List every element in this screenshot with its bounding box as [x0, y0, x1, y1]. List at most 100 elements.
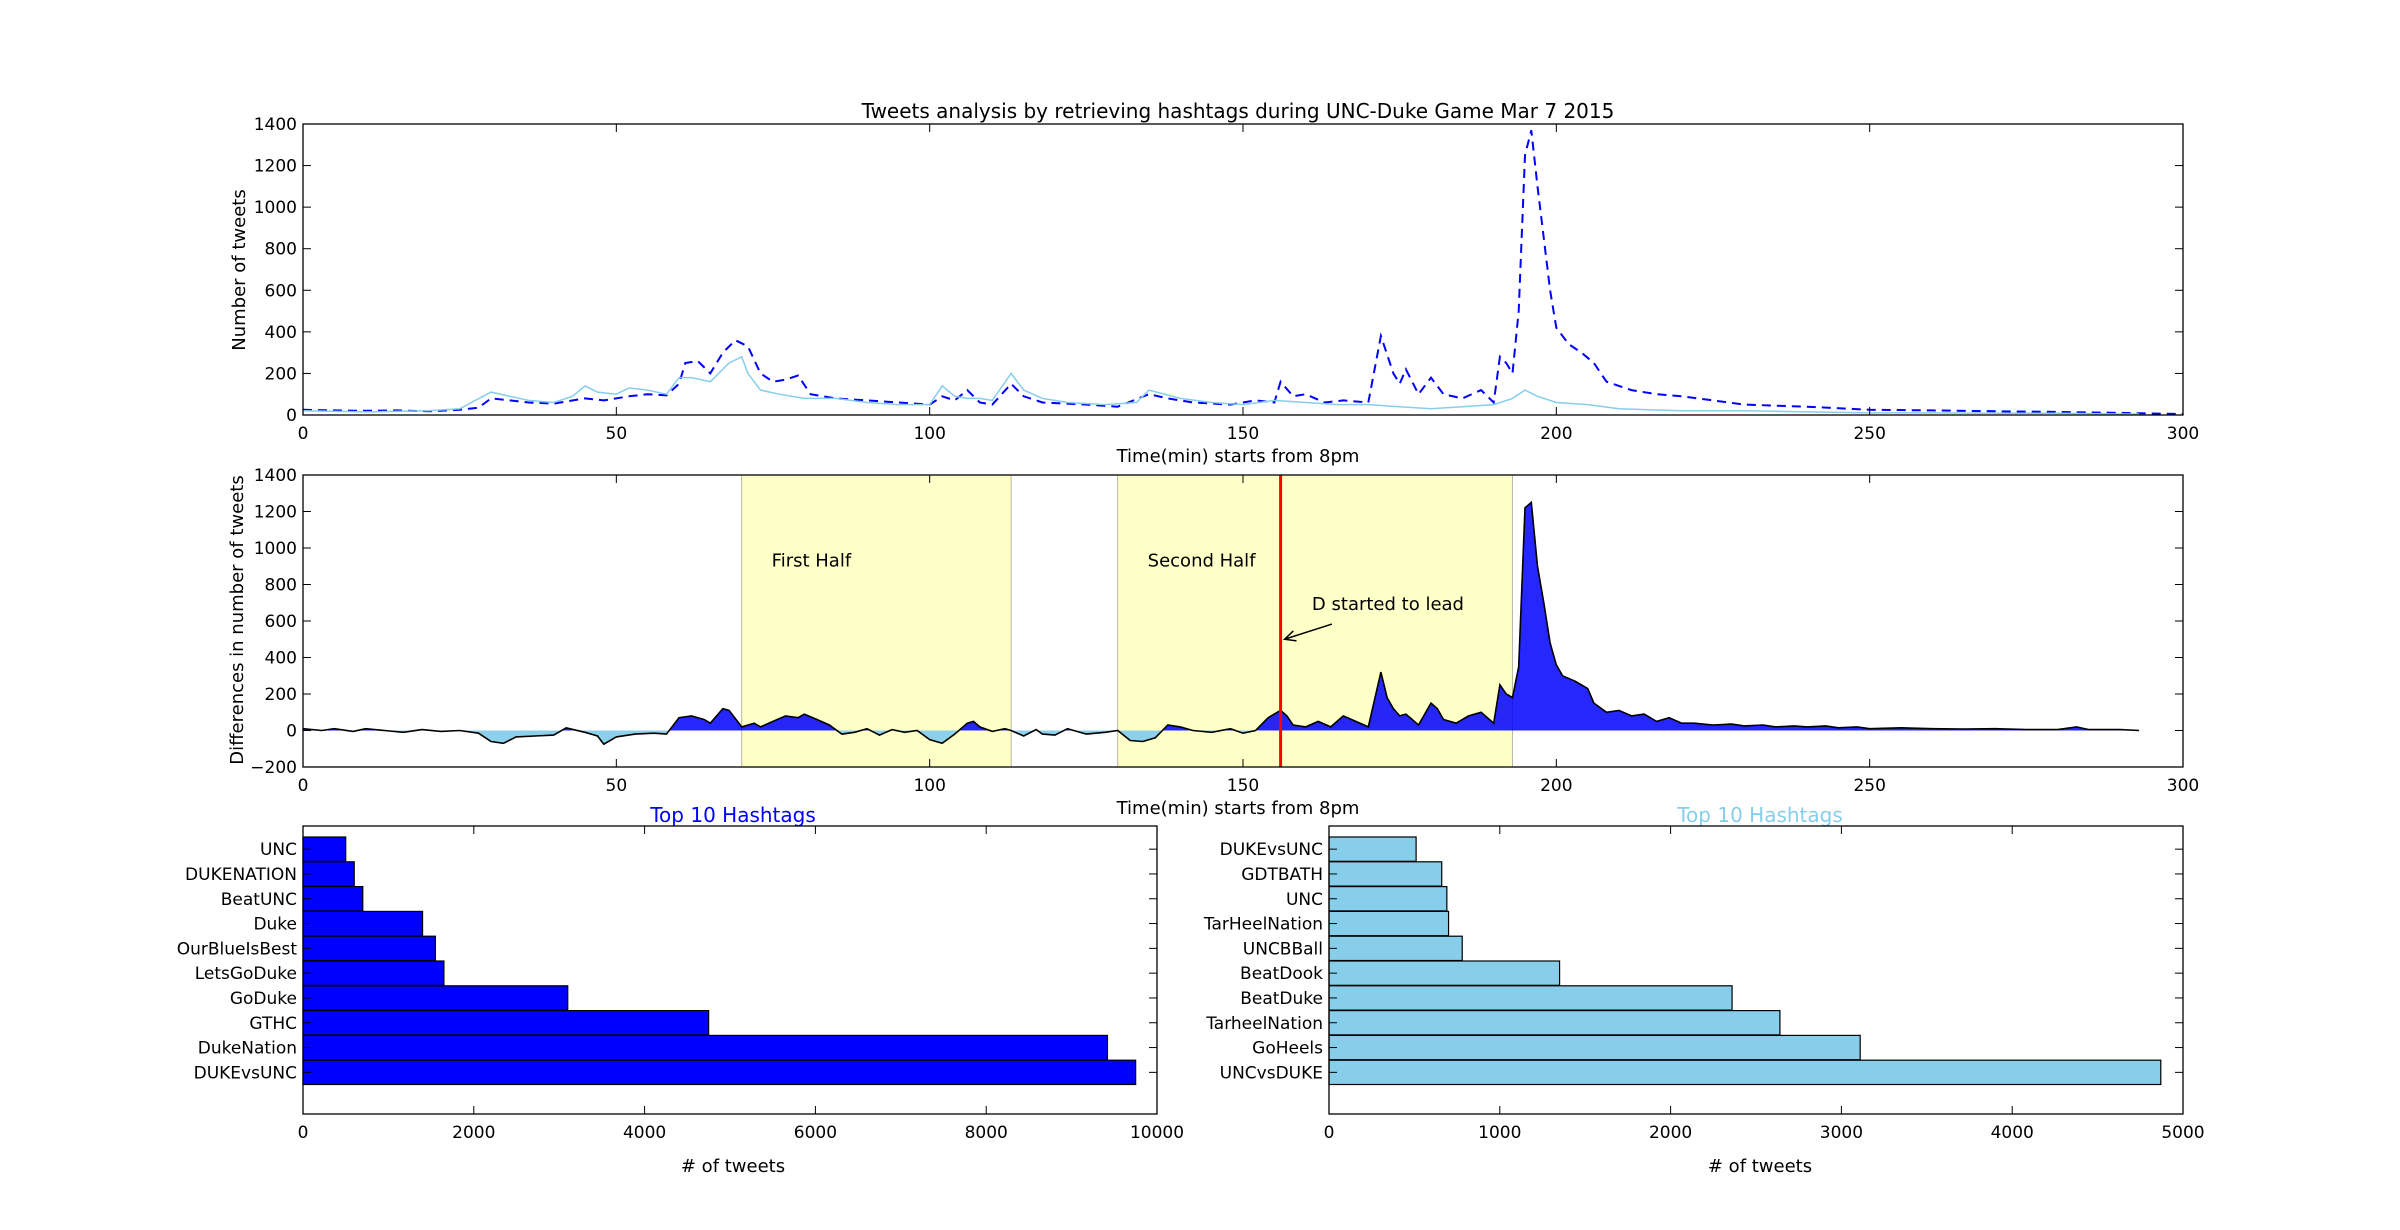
left-bar-xtick-label: 6000	[794, 1123, 837, 1143]
right-bar-category-label: UNCvsDUKE	[1220, 1063, 1323, 1083]
top-chart-xtick-label: 0	[298, 424, 309, 444]
diff-negative-area	[303, 730, 2140, 745]
diff-chart-ytick-label: 600	[265, 612, 297, 632]
left-bar-category-label: DUKENATION	[185, 865, 297, 885]
half-label-2: Second Half	[1148, 550, 1257, 571]
right-bar-category-label: GoHeels	[1252, 1039, 1323, 1059]
left-bar-bar	[302, 885, 364, 912]
lead-annotation-arrow	[1284, 623, 1333, 640]
left-bar-bar	[302, 935, 436, 962]
top-chart-ytick-label: 1000	[254, 198, 297, 218]
top-chart-ytick-label: 1200	[254, 157, 297, 177]
right-bar-bar	[1328, 1059, 2162, 1086]
diff-chart-ytick-label: −200	[250, 758, 297, 778]
right-bar-xlabel: # of tweets	[1708, 1156, 1812, 1177]
right-bar-bar	[1328, 885, 1448, 912]
left-bar-xtick-label: 2000	[452, 1123, 495, 1143]
left-bar-category-label: Duke	[253, 915, 297, 935]
left-bar-title: Top 10 Hashtags	[649, 803, 816, 827]
left-bar-bar	[302, 1009, 710, 1036]
diff-chart-xtick-label: 0	[298, 776, 309, 796]
left-bar-category-label: DukeNation	[198, 1039, 297, 1059]
right-bar-category-label: GDTBATH	[1241, 865, 1323, 885]
diff-chart-ytick-label: 1200	[254, 503, 297, 523]
top-chart-ytick-label: 800	[265, 240, 297, 260]
top-chart-xtick-label: 200	[1540, 424, 1572, 444]
right-bar-title: Top 10 Hashtags	[1676, 803, 1843, 827]
top-chart-ytick-label: 400	[265, 323, 297, 343]
diff-chart-ytick-label: 800	[265, 576, 297, 596]
right-bar-category-label: DUKEvsUNC	[1220, 840, 1323, 860]
diff-chart-xtick-label: 100	[913, 776, 945, 796]
right-bar-xtick-label: 1000	[1478, 1123, 1521, 1143]
half-label-1: First Half	[772, 550, 852, 571]
tweets-series-line-2	[302, 355, 2140, 415]
top-chart-ytick-label: 0	[286, 406, 297, 426]
top-chart-xtick-label: 250	[1853, 424, 1885, 444]
left-bar-xtick-label: 10000	[1130, 1123, 1184, 1143]
right-bar-xtick-label: 2000	[1649, 1123, 1692, 1143]
top-chart-xtick-label: 50	[606, 424, 628, 444]
diff-chart-xlabel: Time(min) starts from 8pm	[1116, 798, 1360, 819]
top-chart-frame	[302, 123, 2184, 416]
left-bar-bar	[302, 910, 424, 937]
right-bar-xtick-label: 5000	[2161, 1123, 2204, 1143]
diff-line	[302, 500, 2140, 746]
top-chart-xtick-label: 150	[1227, 424, 1259, 444]
top-chart-xtick-label: 100	[913, 424, 945, 444]
diff-chart-ytick-label: 200	[265, 685, 297, 705]
right-bar-category-label: UNC	[1286, 890, 1323, 910]
left-bar-frame	[302, 825, 1158, 1115]
top-chart-ytick-label: 200	[265, 364, 297, 384]
left-bar-category-label: LetsGoDuke	[195, 964, 297, 984]
left-bar-bar	[302, 1059, 1137, 1086]
lead-annotation-arrowhead	[1282, 630, 1297, 642]
half-shade-2	[1117, 474, 1513, 768]
diff-chart-xtick-label: 50	[606, 776, 628, 796]
tweets-series-line-1	[302, 129, 2184, 415]
right-bar-frame	[1328, 825, 2184, 1115]
left-bar-bar	[302, 1034, 1109, 1061]
right-bar-bar	[1328, 985, 1733, 1011]
main-chart-title: Tweets analysis by retrieving hashtags d…	[861, 99, 1615, 123]
left-bar-bar	[302, 861, 355, 887]
left-bar-category-label: DUKEvsUNC	[194, 1063, 297, 1083]
right-bar-bar	[1328, 861, 1443, 887]
left-bar-category-label: OurBlueIsBest	[177, 939, 298, 959]
left-bar-xtick-label: 4000	[623, 1123, 666, 1143]
right-bar-bar	[1328, 1034, 1861, 1061]
lead-annotation-text: D started to lead	[1312, 594, 1464, 615]
right-bar-xtick-label: 3000	[1820, 1123, 1863, 1143]
left-bar-xtick-label: 8000	[965, 1123, 1008, 1143]
left-bar-category-label: BeatUNC	[221, 890, 297, 910]
right-bar-xtick-label: 4000	[1991, 1123, 2034, 1143]
right-bar-bar	[1328, 1009, 1781, 1036]
left-bar-bar	[302, 960, 445, 986]
left-bar-xlabel: # of tweets	[681, 1156, 785, 1177]
top-chart-xlabel: Time(min) starts from 8pm	[1116, 446, 1360, 467]
left-bar-category-label: GoDuke	[230, 989, 297, 1009]
right-bar-bar	[1328, 836, 1417, 862]
right-bar-category-label: TarheelNation	[1205, 1014, 1323, 1034]
right-bar-category-label: BeatDuke	[1240, 989, 1323, 1009]
diff-chart-ytick-label: 0	[286, 722, 297, 742]
left-bar-category-label: GTHC	[249, 1014, 297, 1034]
diff-chart-xtick-label: 200	[1540, 776, 1572, 796]
diff-chart-ytick-label: 1000	[254, 539, 297, 559]
left-bar-bar	[302, 985, 569, 1011]
right-bar-category-label: BeatDook	[1240, 964, 1323, 984]
top-chart-ylabel: Number of tweets	[229, 189, 250, 350]
diff-chart-xtick-label: 250	[1853, 776, 1885, 796]
right-bar-xtick-label: 0	[1324, 1123, 1335, 1143]
left-bar-category-label: UNC	[260, 840, 297, 860]
top-chart-xtick-label: 300	[2167, 424, 2199, 444]
right-bar-bar	[1328, 910, 1450, 937]
right-bar-category-label: UNCBBall	[1243, 939, 1323, 959]
left-bar-xtick-label: 0	[298, 1123, 309, 1143]
diff-chart-xtick-label: 150	[1227, 776, 1259, 796]
right-bar-bar	[1328, 935, 1463, 962]
top-chart-ytick-label: 600	[265, 281, 297, 301]
right-bar-category-label: TarHeelNation	[1203, 915, 1323, 935]
right-bar-bar	[1328, 960, 1561, 986]
